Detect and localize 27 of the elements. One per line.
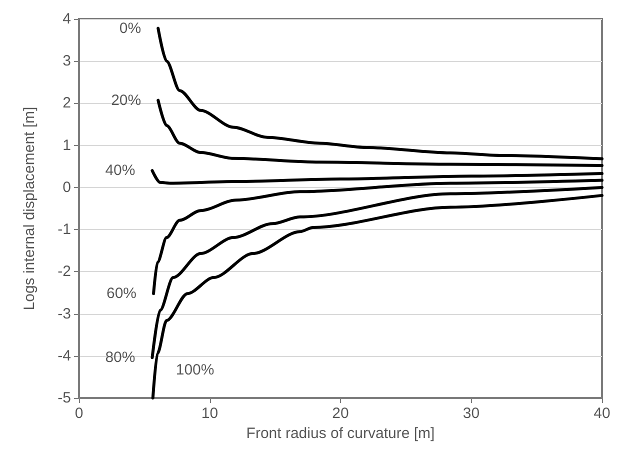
y-tick-label: -1 — [58, 221, 71, 238]
series-label: 80% — [105, 349, 136, 366]
y-tick-label: 1 — [62, 136, 71, 154]
y-tick-label: -3 — [58, 305, 71, 322]
series-label: 0% — [119, 20, 142, 37]
series-label: 20% — [111, 92, 142, 109]
x-tick-label: 10 — [201, 405, 218, 422]
series-label: 40% — [105, 162, 136, 180]
line-series — [156, 26, 604, 160]
y-tick-label: -2 — [58, 263, 71, 280]
line-series — [152, 178, 604, 296]
y-tick-label: 2 — [62, 94, 71, 112]
line-series — [156, 98, 604, 168]
x-tick-label: 0 — [74, 405, 84, 422]
series-label: 100% — [176, 362, 214, 378]
y-tick-label: -5 — [58, 390, 71, 406]
y-tick-label: 4 — [62, 10, 71, 28]
x-axis-title: Front radius of curvature [m] — [246, 424, 435, 442]
x-tick-label: 20 — [332, 405, 349, 422]
series-label: 60% — [106, 285, 137, 302]
x-tick-label: 30 — [462, 405, 480, 422]
y-tick-label: 0 — [62, 178, 71, 196]
y-axis-title: Logs internal displacement [m] — [21, 106, 38, 310]
line-series — [150, 169, 604, 185]
y-tick-label: 3 — [62, 52, 71, 70]
x-tick-label: 40 — [594, 405, 610, 422]
y-tick-label: -4 — [58, 347, 71, 364]
